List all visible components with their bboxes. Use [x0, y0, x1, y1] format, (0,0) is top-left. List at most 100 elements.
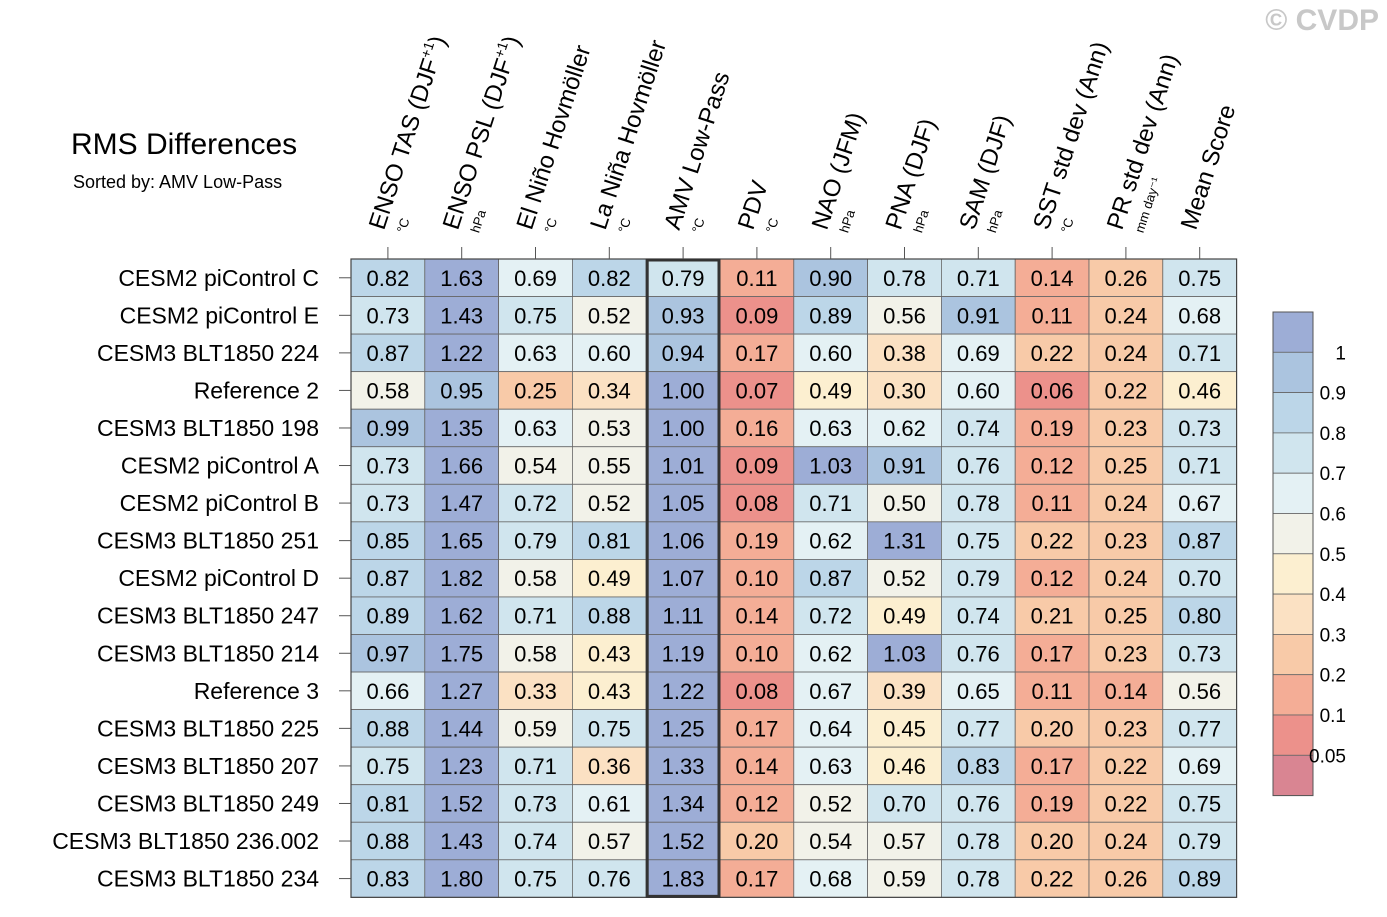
heatmap-cell — [867, 596, 942, 635]
cell-value-label: 0.64 — [809, 716, 852, 741]
heatmap-cell — [793, 296, 868, 335]
cell-value-label: 0.24 — [1104, 341, 1147, 366]
cell-value-label: 0.17 — [735, 716, 778, 741]
heatmap-cell — [350, 559, 426, 598]
cell-value-label: 0.65 — [957, 679, 1000, 704]
cell-value-label: 1.19 — [662, 641, 705, 666]
heatmap-cell — [1014, 521, 1090, 560]
cell-value-label: 0.22 — [1031, 867, 1074, 892]
cell-value-label: 0.75 — [957, 529, 1000, 554]
cell-value-label: 1.31 — [883, 529, 926, 554]
heatmap-cell — [424, 634, 499, 673]
column-unit-label: °C — [1058, 216, 1077, 235]
heatmap-cell — [350, 671, 426, 710]
cell-value-label: 0.73 — [1178, 416, 1221, 441]
heatmap-cell — [1088, 483, 1164, 523]
heatmap-cell — [572, 483, 647, 523]
cell-value-label: 0.57 — [883, 829, 926, 854]
cell-value-label: 0.93 — [662, 303, 705, 328]
column-label-text: AMV Low-Pass — [659, 68, 735, 232]
heatmap-cell — [719, 596, 795, 635]
heatmap-cell — [1088, 671, 1164, 710]
colorbar-segment — [1272, 754, 1314, 796]
heatmap-cell — [645, 709, 721, 748]
colorbar-segment — [1272, 311, 1314, 353]
heatmap-cell — [867, 521, 942, 560]
cell-value-label: 0.95 — [440, 378, 483, 403]
heatmap-cell — [719, 559, 795, 598]
heatmap-cell — [572, 521, 647, 560]
cell-value-label: 0.23 — [1104, 416, 1147, 441]
cell-value-label: 0.22 — [1031, 529, 1074, 554]
heatmap-cell — [719, 483, 795, 523]
column-unit-label: °C — [394, 216, 413, 235]
cell-value-label: 0.43 — [588, 641, 631, 666]
cell-value-label: 0.73 — [1178, 641, 1221, 666]
row-label: CESM3 BLT1850 251 — [97, 528, 319, 554]
cell-value-label: 0.19 — [735, 529, 778, 554]
heatmap-cell — [941, 634, 1016, 673]
cell-value-label: 0.36 — [588, 754, 631, 779]
cell-value-label: 0.33 — [514, 679, 557, 704]
heatmap-cell — [572, 596, 647, 635]
cell-value-label: 0.61 — [588, 791, 631, 816]
cell-value-label: 1.25 — [662, 716, 705, 741]
cell-value-label: 0.26 — [1104, 867, 1147, 892]
heatmap-cell — [793, 371, 868, 410]
heatmap-cell — [645, 671, 721, 710]
chart-title: RMS Differences — [71, 128, 298, 161]
column-unit-label: °C — [541, 216, 560, 235]
cell-value-label: 0.81 — [588, 529, 631, 554]
cell-value-label: 0.69 — [1178, 754, 1221, 779]
heatmap-cell — [498, 784, 573, 823]
cell-value-label: 0.26 — [1104, 266, 1147, 291]
cell-value-label: 0.12 — [1031, 566, 1074, 591]
colorbar-tick-label: 0.8 — [1320, 424, 1346, 445]
heatmap-cell — [1014, 746, 1090, 786]
cell-value-label: 0.09 — [735, 303, 778, 328]
cell-value-label: 0.75 — [1178, 266, 1221, 291]
cell-value-label: 0.53 — [588, 416, 631, 441]
cell-value-label: 0.52 — [588, 303, 631, 328]
cell-value-label: 0.71 — [809, 491, 852, 516]
colorbar-segment — [1272, 593, 1314, 635]
heatmap-cell — [350, 446, 426, 485]
cell-value-label: 1.00 — [662, 416, 705, 441]
heatmap-cell — [498, 746, 573, 786]
cell-value-label: 0.63 — [514, 416, 557, 441]
column-header: PNA (DJF)hPa — [881, 115, 942, 234]
column-label: La Niña Hovmöller — [585, 37, 672, 233]
heatmap-cell — [1088, 821, 1164, 861]
heatmap-cell — [645, 408, 721, 448]
heatmap-cell — [1088, 859, 1164, 898]
heatmap-cell — [350, 371, 426, 410]
cell-value-label: 0.72 — [809, 604, 852, 629]
cell-value-label: 1.63 — [440, 266, 483, 291]
cell-value-label: 0.87 — [366, 341, 409, 366]
heatmap-cell — [645, 483, 721, 523]
cell-value-label: 0.24 — [1104, 491, 1147, 516]
heatmap-cell — [1088, 296, 1164, 335]
heatmap-cell — [350, 408, 426, 448]
cell-value-label: 0.25 — [514, 378, 557, 403]
colorbar-tick-label: 0.9 — [1320, 384, 1346, 405]
column-unit-label: °C — [763, 216, 782, 235]
cell-value-label: 0.73 — [366, 303, 409, 328]
row-label: CESM3 BLT1850 225 — [97, 715, 319, 741]
cell-value-label: 0.72 — [514, 491, 557, 516]
colorbar-segment — [1272, 432, 1314, 474]
row-label: CESM3 BLT1850 236.002 — [52, 828, 319, 854]
heatmap-cell — [1014, 859, 1090, 898]
cell-value-label: 0.11 — [1032, 679, 1073, 704]
cell-value-label: 0.52 — [588, 491, 631, 516]
heatmap-cell — [1162, 483, 1238, 523]
cell-value-label: 0.52 — [809, 791, 852, 816]
heatmap-cell — [1162, 859, 1238, 898]
cell-value-label: 0.75 — [514, 303, 557, 328]
colorbar-segment — [1272, 472, 1314, 514]
cell-value-label: 0.17 — [1031, 641, 1074, 666]
cell-value-label: 0.74 — [514, 829, 557, 854]
cell-value-label: 1.33 — [662, 754, 705, 779]
cell-value-label: 0.74 — [957, 416, 1000, 441]
